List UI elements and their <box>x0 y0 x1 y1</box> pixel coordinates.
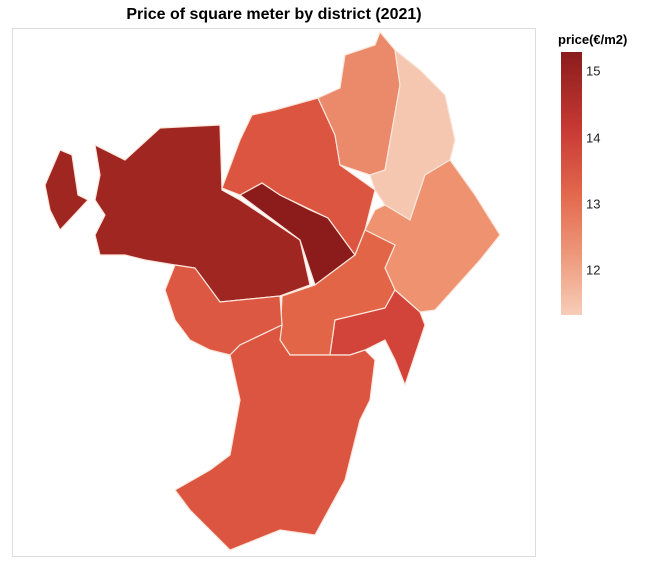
legend-title: price(€/m2) <box>558 32 628 47</box>
legend-tick: 12 <box>586 262 601 278</box>
district-region[interactable] <box>174 323 376 551</box>
legend-color-bar <box>561 52 582 315</box>
map-frame <box>12 28 536 557</box>
map-title: Price of square meter by district (2021) <box>126 6 422 23</box>
choropleth-map <box>44 30 501 551</box>
legend-tick: 13 <box>586 196 601 212</box>
legend-tick: 14 <box>586 130 601 146</box>
legend-tick: 15 <box>586 63 601 79</box>
